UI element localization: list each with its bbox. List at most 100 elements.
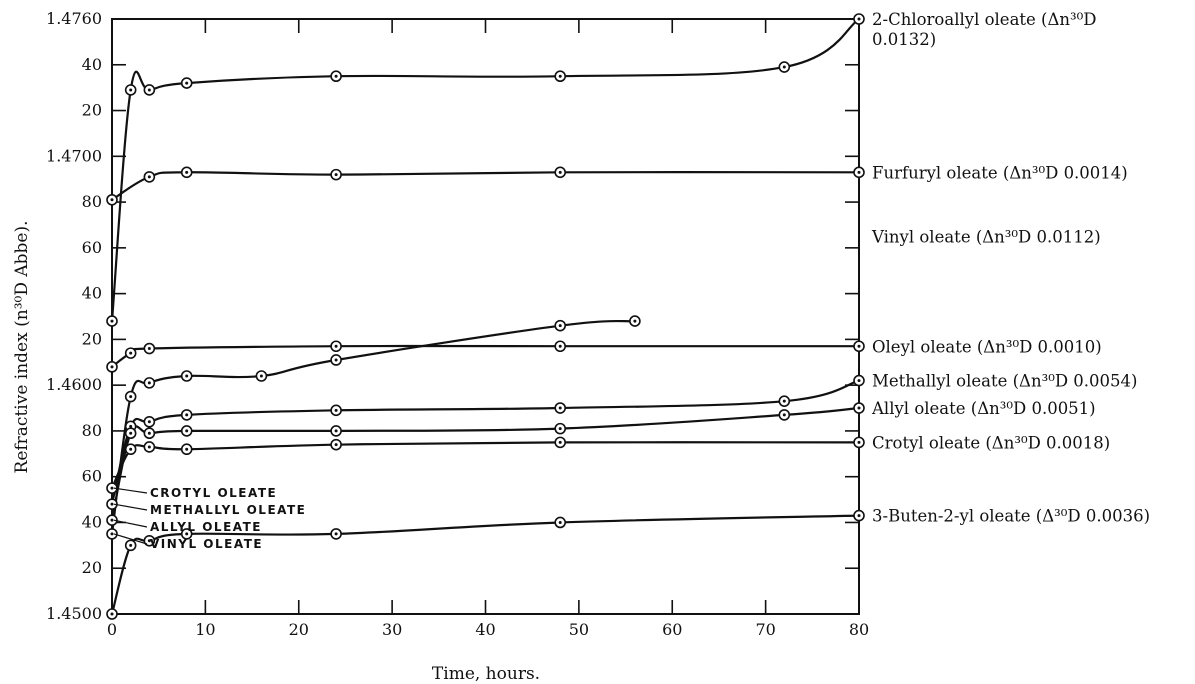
data-point-center [334,344,338,348]
data-point-center [857,514,861,518]
data-point-center [558,406,562,410]
series-label: Oleyl oleate (Δn³⁰D 0.0010) [872,337,1102,356]
series-label: 0.0132) [872,30,936,49]
y-tick-label: 60 [82,238,102,257]
data-point-center [129,447,133,451]
x-tick-label: 20 [289,620,309,639]
data-point-center [110,502,114,506]
data-point-center [558,324,562,328]
y-axis-title: Refractive index (n³⁰D Abbe). [12,221,32,474]
data-point-center [334,532,338,536]
y-tick-label: 20 [82,101,102,120]
left-annotations: CROTYL OLEATE METHALLYL OLEATE ALLYL OLEAT… [113,486,306,551]
y-tick-label: 80 [82,192,102,211]
data-point-center [857,406,861,410]
series-line [111,344,859,368]
annotation-label: CROTYL OLEATE [150,486,277,500]
x-tick-label: 50 [569,620,589,639]
data-point-center [334,74,338,78]
x-tick-label: 40 [475,620,495,639]
data-point-center [110,198,114,202]
y-tick-label: 1.4760 [46,9,102,28]
data-point-center [110,532,114,536]
annotation-label: ALLYL OLEATE [150,520,262,534]
data-point-center [857,17,861,21]
data-point-center [185,81,189,85]
data-point-center [147,431,151,435]
data-point-center [185,374,189,378]
data-point-center [857,379,861,383]
data-point-center [633,319,637,323]
series-line [110,18,860,322]
data-point-center [782,65,786,69]
data-point-center [185,170,189,174]
axis-ticks: 1.4760 40 20 1.4700 80 60 40 20 1.4600 80 60 40 20 1.… [46,9,869,639]
y-tick-label: 40 [82,284,102,303]
data-point-center [147,175,151,179]
y-tick-label: 80 [82,421,102,440]
data-point-center [147,445,151,449]
x-axis-title: Time, hours. [432,664,540,684]
annotation-label: METHALLYL OLEATE [150,503,306,517]
annotation-leader [113,487,148,494]
data-point-center [129,88,133,92]
series-line [111,171,860,201]
data-point-center [129,351,133,355]
data-point-center [558,440,562,444]
x-tick-label: 60 [662,620,682,639]
x-tick-label: 10 [195,620,215,639]
data-point-center [110,365,114,369]
data-point-center [782,413,786,417]
series-label: Allyl oleate (Δn³⁰D 0.0051) [871,399,1096,418]
series-label: 3-Buten-2-yl oleate (Δ³⁰D 0.0036) [872,507,1150,526]
y-tick-label: 40 [82,55,102,74]
data-point-center [558,427,562,431]
data-point-center [857,440,861,444]
data-point-center [558,74,562,78]
data-points [106,13,865,620]
data-point-center [259,374,263,378]
data-point-center [334,408,338,412]
x-tick-label: 80 [849,620,869,639]
series-label: Furfuryl oleate (Δn³⁰D 0.0014) [872,163,1128,182]
series-label: Crotyl oleate (Δn³⁰D 0.0018) [872,433,1110,452]
y-tick-label: 1.4500 [46,604,102,623]
y-tick-label: 1.4700 [46,146,102,165]
data-point-center [129,543,133,547]
x-tick-label: 30 [382,620,402,639]
data-point-center [147,381,151,385]
annotation-leader [113,533,148,545]
annotation-leader [113,503,148,511]
y-tick-label: 20 [82,558,102,577]
data-point-center [185,413,189,417]
series-label: 2-Chloroallyl oleate (Δn³⁰D [872,10,1096,29]
annotation-label: VINYL OLEATE [150,537,263,551]
series-line [111,441,860,489]
data-point-center [558,170,562,174]
data-point-center [782,399,786,403]
y-tick-label: 1.4600 [46,375,102,394]
data-point-center [129,424,133,428]
data-point-center [857,170,861,174]
y-tick-label: 20 [82,329,102,348]
data-point-center [110,612,114,616]
data-point-center [185,447,189,451]
x-tick-label: 0 [107,620,117,639]
data-point-center [147,420,151,424]
data-point-center [129,395,133,399]
data-point-center [185,532,189,536]
data-point-center [334,173,338,177]
data-point-center [129,431,133,435]
series-label: Methallyl oleate (Δn³⁰D 0.0054) [872,372,1137,391]
data-point-center [857,344,861,348]
annotation-leader [113,519,148,528]
data-point-center [334,358,338,362]
data-point-center [147,347,151,351]
series-label: Vinyl oleate (Δn³⁰D 0.0112) [871,227,1101,246]
x-tick-label: 70 [755,620,775,639]
data-point-center [558,520,562,524]
data-point-center [334,429,338,433]
data-point-center [110,486,114,490]
